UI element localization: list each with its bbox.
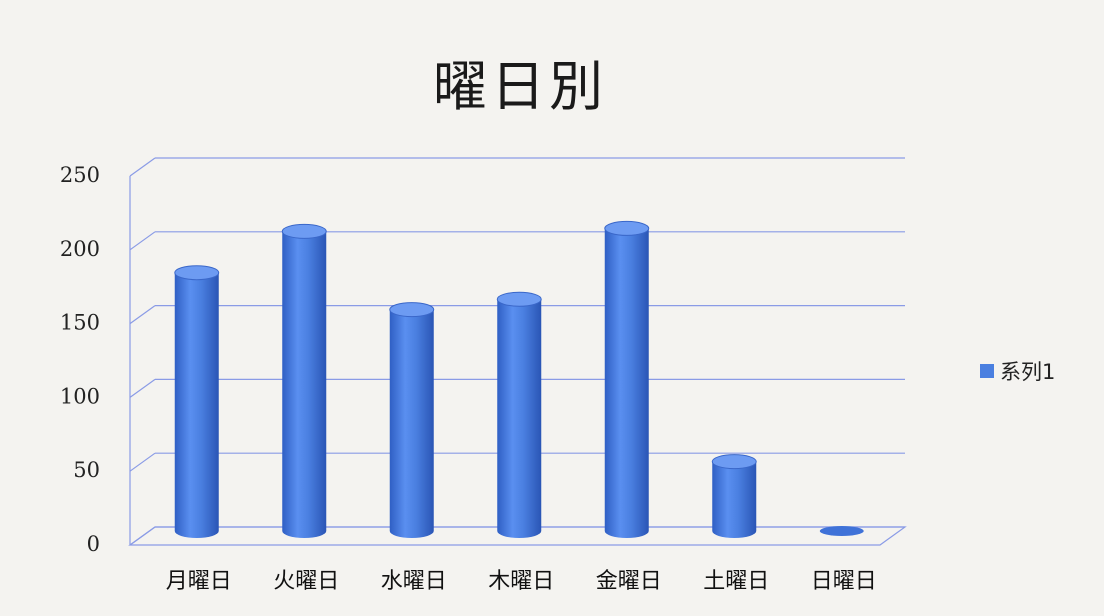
y-tick-label: 0 — [87, 532, 100, 556]
bar-top — [604, 220, 650, 236]
x-tick-label: 木曜日 — [488, 569, 554, 594]
bar-top — [281, 223, 327, 239]
bar — [282, 231, 327, 538]
bar — [497, 299, 542, 538]
y-tick-label: 150 — [60, 311, 100, 335]
gridline-side — [129, 378, 156, 398]
bar-top — [389, 302, 435, 318]
bar — [819, 526, 864, 536]
gridline-side — [129, 231, 156, 251]
y-tick-label: 50 — [73, 458, 100, 482]
legend-swatch — [980, 364, 994, 378]
x-tick-label: 月曜日 — [166, 569, 232, 594]
x-tick-label: 日曜日 — [811, 569, 877, 594]
x-tick-label: 火曜日 — [273, 569, 339, 594]
bar — [712, 461, 757, 538]
x-tick-label: 水曜日 — [381, 569, 447, 594]
bar — [604, 228, 649, 539]
y-tick-label: 250 — [60, 163, 100, 187]
y-tick-label: 100 — [60, 384, 100, 408]
bar — [174, 272, 219, 538]
legend: 系列1 — [980, 356, 1055, 386]
bar-top — [711, 454, 757, 470]
bar-top — [174, 265, 220, 281]
gridline-side — [129, 452, 156, 472]
legend-label: 系列1 — [1000, 360, 1056, 384]
gridline-side — [129, 305, 156, 325]
floor — [128, 526, 907, 546]
gridline-side — [129, 157, 156, 177]
y-tick-label: 200 — [60, 237, 100, 261]
bar-top — [496, 291, 542, 307]
x-tick-label: 土曜日 — [703, 569, 769, 594]
bar — [389, 309, 434, 538]
chart-title: 曜日別 — [433, 55, 607, 118]
x-tick-label: 金曜日 — [596, 569, 662, 594]
